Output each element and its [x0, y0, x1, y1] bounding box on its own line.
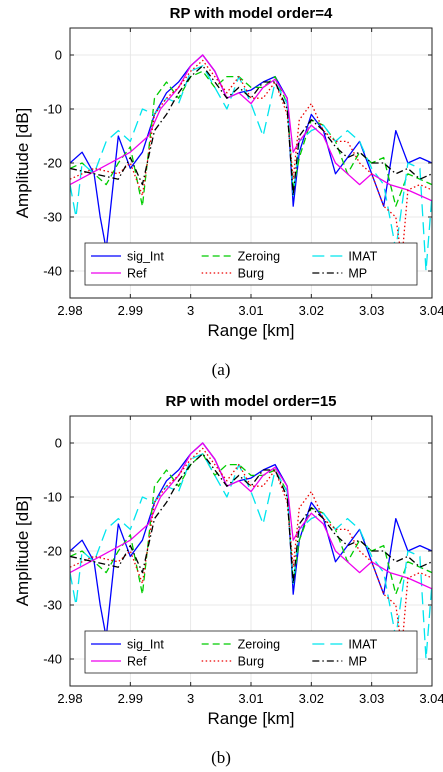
- x-tick-label: 3.01: [238, 691, 263, 706]
- series-line-sig-int: [70, 442, 432, 639]
- x-tick-label: 2.99: [118, 303, 143, 318]
- series-line-ref: [70, 442, 432, 590]
- series-line-mp: [70, 453, 432, 585]
- legend-label-imat: IMAT: [348, 250, 377, 264]
- chart-title: RP with model order=4: [170, 5, 333, 22]
- series-group: [70, 442, 432, 660]
- x-tick-label: 3.03: [359, 303, 384, 318]
- legend-label-mp: MP: [348, 655, 367, 669]
- series-line-imat: [70, 453, 432, 660]
- legend-label-zeroing: Zeroing: [238, 250, 280, 264]
- legend-label-burg: Burg: [238, 267, 264, 281]
- x-axis-label: Range [km]: [208, 709, 295, 728]
- y-tick-label: -20: [43, 544, 62, 559]
- x-tick-label: 3: [187, 303, 194, 318]
- y-axis-label: Amplitude [dB]: [13, 108, 32, 219]
- x-tick-label: 3.03: [359, 691, 384, 706]
- legend-label-burg: Burg: [238, 655, 264, 669]
- series-line-ref: [70, 54, 432, 202]
- legend: sig_Int Zeroing IMAT Ref Burg MP: [84, 630, 418, 674]
- y-axis-label: Amplitude [dB]: [13, 496, 32, 607]
- x-tick-label: 3: [187, 691, 194, 706]
- y-tick-label: -30: [43, 598, 62, 613]
- x-tick-label: 3.04: [419, 691, 443, 706]
- series-line-mp: [70, 65, 432, 197]
- series-line-imat: [70, 65, 432, 272]
- y-tick-label: -10: [43, 490, 62, 505]
- series-line-sig-int: [70, 54, 432, 251]
- legend-label-zeroing: Zeroing: [238, 638, 280, 652]
- x-tick-label: 2.98: [57, 303, 82, 318]
- x-tick-label: 2.98: [57, 691, 82, 706]
- series-group: [70, 54, 432, 272]
- y-tick-label: -40: [43, 264, 62, 279]
- x-axis-label: Range [km]: [208, 321, 295, 340]
- x-tick-label: 3.01: [238, 303, 263, 318]
- x-tick-label: 3.04: [419, 303, 443, 318]
- legend: sig_Int Zeroing IMAT Ref Burg MP: [84, 242, 418, 286]
- chart-title: RP with model order=15: [165, 393, 336, 410]
- legend-label-ref: Ref: [127, 655, 147, 669]
- series-line-zeroing: [70, 70, 432, 207]
- x-tick-label: 3.02: [299, 303, 324, 318]
- chart-panel-1: 2.98 2.99 3 3.01 3.02 3.03 3.04 0 -10 -20 -30 -40 RP…: [13, 5, 443, 379]
- legend-label-ref: Ref: [127, 267, 147, 281]
- legend-label-sig-int: sig_Int: [127, 250, 164, 264]
- y-tick-label: -30: [43, 210, 62, 225]
- legend-label-sig-int: sig_Int: [127, 638, 164, 652]
- series-line-zeroing: [70, 453, 432, 595]
- y-tick-label: -40: [43, 652, 62, 667]
- figure-caption: (b): [211, 748, 231, 767]
- y-tick-label: 0: [55, 48, 62, 63]
- y-tick-label: -10: [43, 102, 62, 117]
- legend-label-mp: MP: [348, 267, 367, 281]
- x-tick-label: 3.02: [299, 691, 324, 706]
- figure-caption: (a): [212, 360, 231, 379]
- y-tick-label: 0: [55, 436, 62, 451]
- x-tick-label: 2.99: [118, 691, 143, 706]
- legend-label-imat: IMAT: [348, 638, 377, 652]
- chart-panel-2: 2.98 2.99 3 3.01 3.02 3.03 3.04 0 -10 -20 -30 -40 RP…: [13, 393, 443, 767]
- legend-box: [84, 630, 418, 674]
- y-tick-label: -20: [43, 156, 62, 171]
- legend-box: [84, 242, 418, 286]
